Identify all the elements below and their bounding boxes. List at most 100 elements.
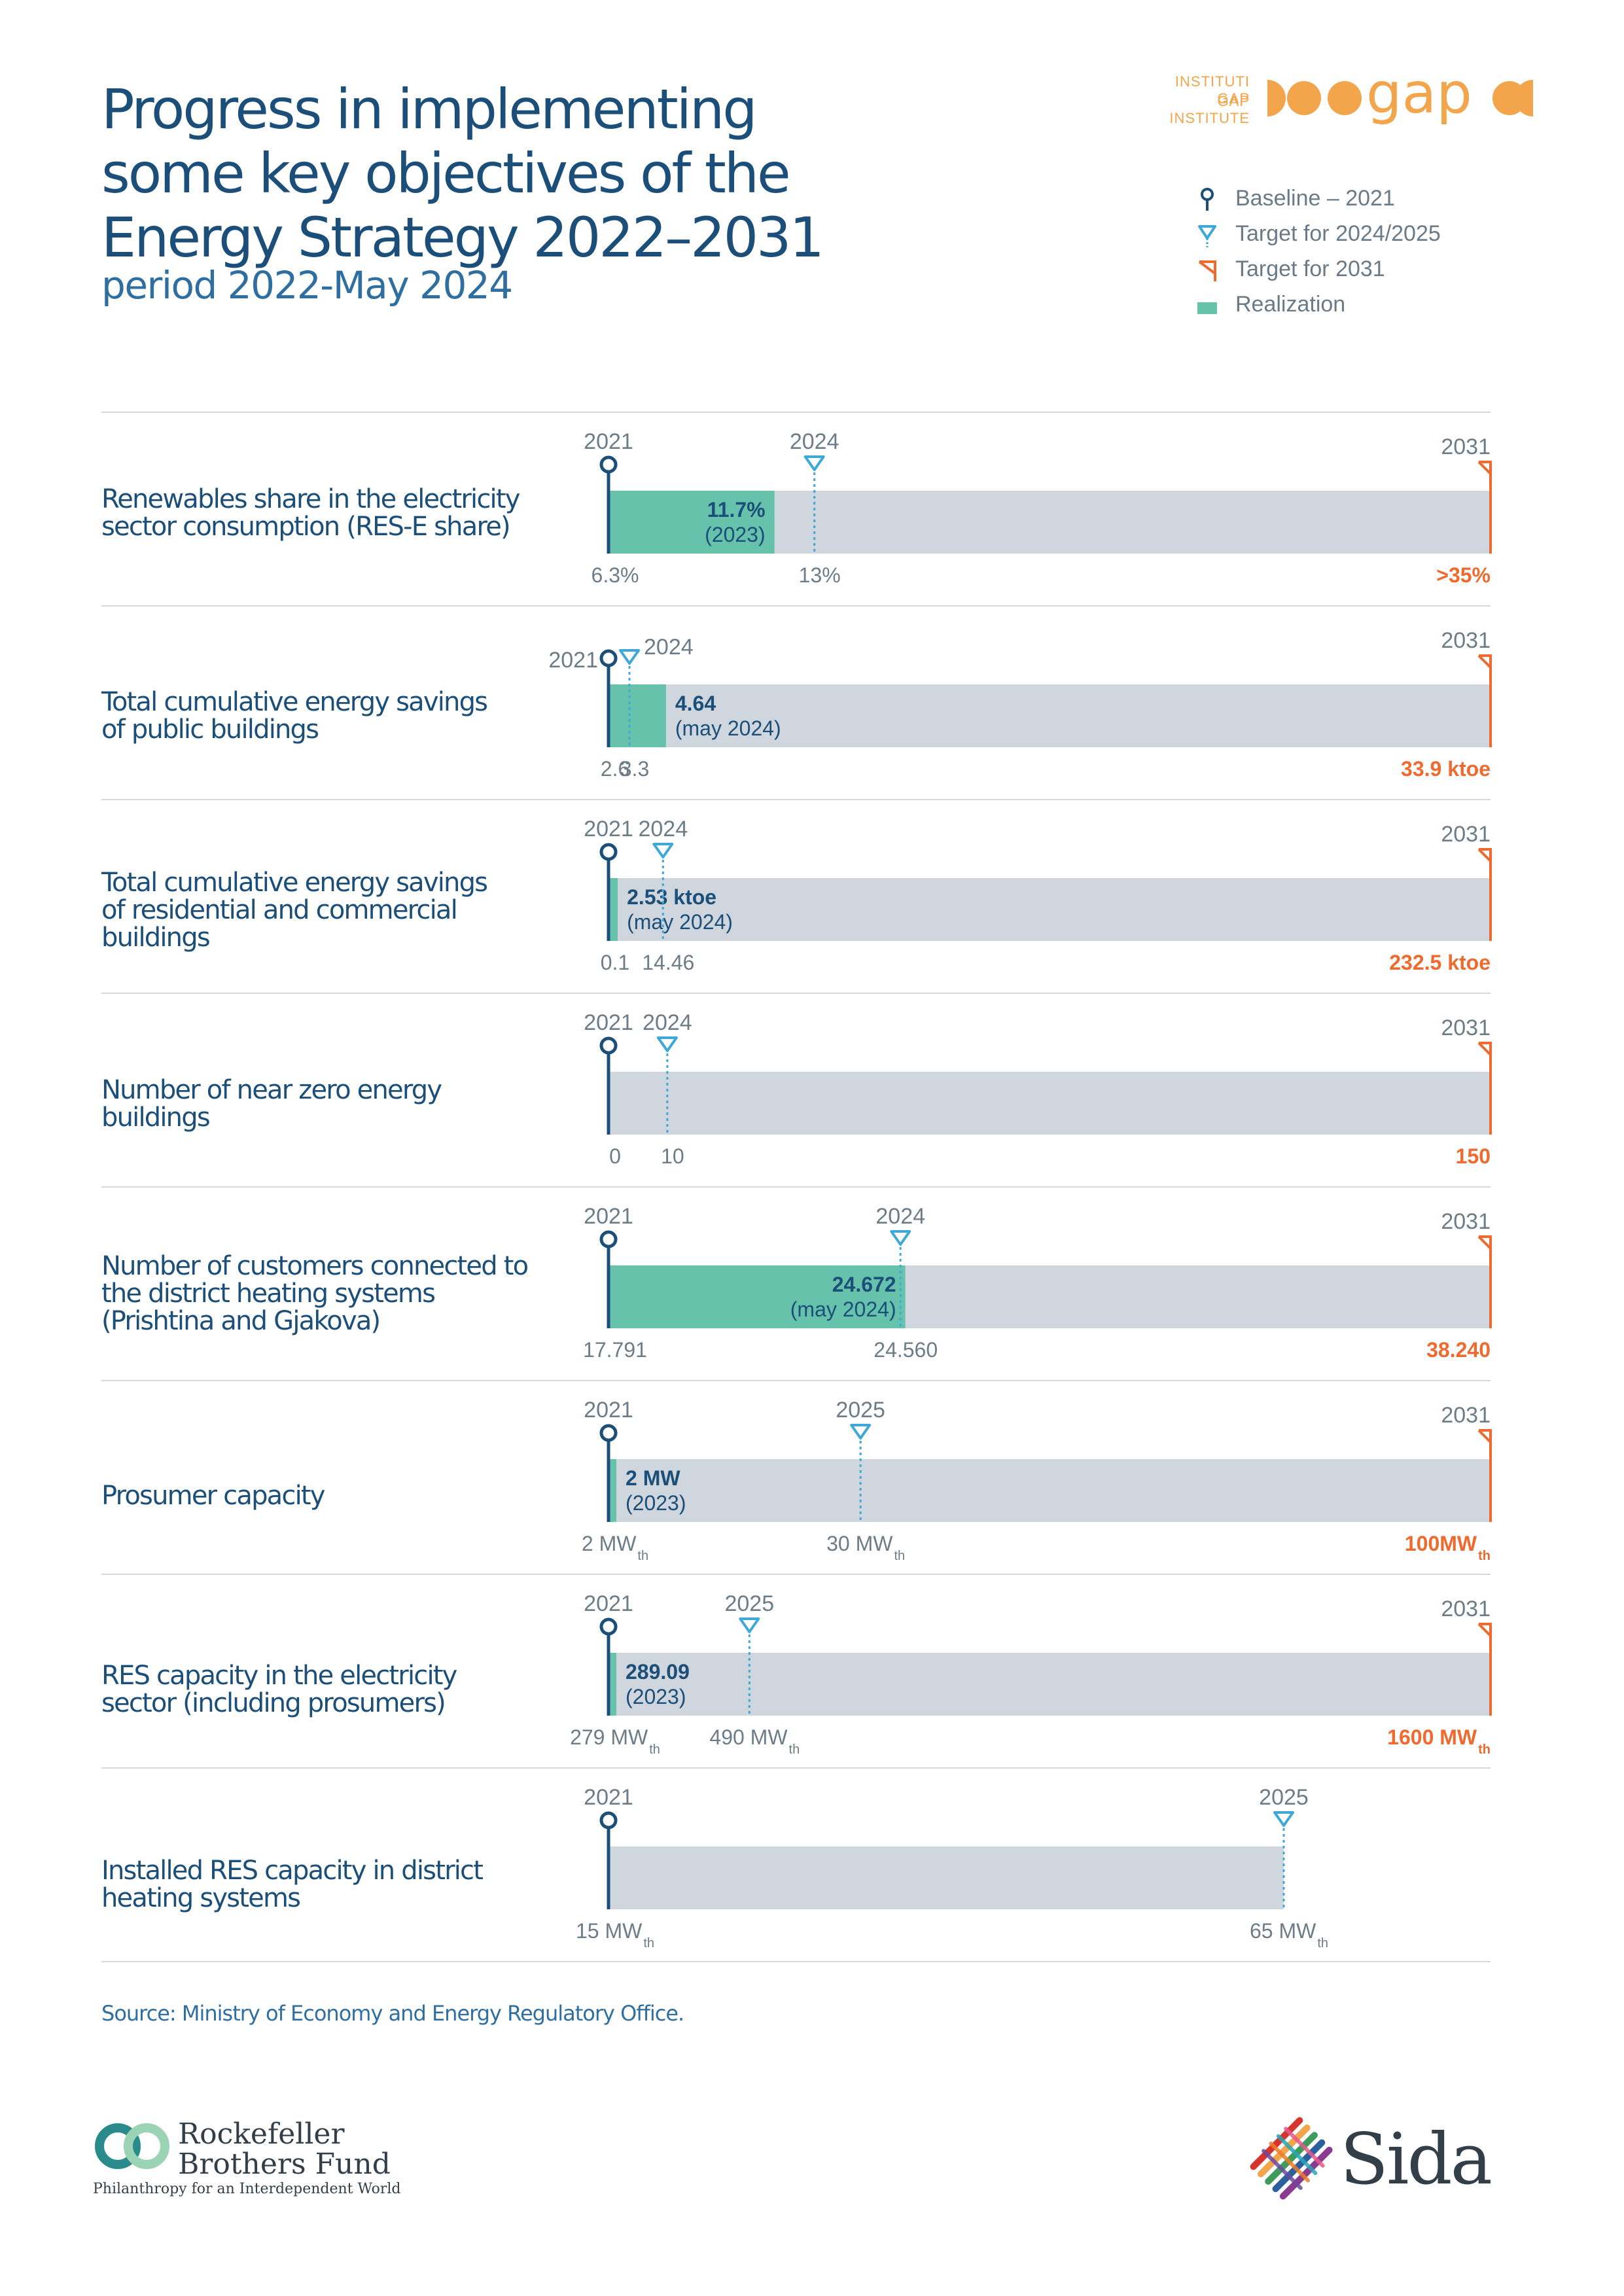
title-line: Energy Strategy 2022–2031 xyxy=(101,205,824,270)
final-target-line xyxy=(1479,1623,1492,1716)
mid-target-year: 2024 xyxy=(875,1204,925,1229)
logo-dot xyxy=(1328,81,1362,115)
mid-target-triangle-icon xyxy=(890,1230,911,1246)
final-target-year: 2031 xyxy=(1441,628,1491,653)
realization-value: 2.53 ktoe xyxy=(627,885,716,909)
row-label-line: Total cumulative energy savings xyxy=(101,687,488,717)
sida-wordmark: Sida xyxy=(1340,2119,1492,2200)
mid-target-value: 30 MWth xyxy=(826,1532,905,1563)
final-target-line xyxy=(1479,1042,1492,1135)
baseline-value: 2 MWth xyxy=(582,1532,648,1563)
baseline-pin-icon xyxy=(599,1617,618,1636)
baseline-value: 0.1 xyxy=(601,951,629,974)
mid-target-triangle-icon xyxy=(652,843,674,858)
final-target-value: 150 xyxy=(1456,1144,1491,1168)
row-label-line: RES capacity in the electricity xyxy=(101,1661,457,1691)
mid-target-value: 10 xyxy=(661,1144,684,1168)
row-label: Total cumulative energy savings of resid… xyxy=(101,869,488,953)
baseline-value: 279 MWth xyxy=(570,1725,660,1757)
realization-note: (2023) xyxy=(626,1685,686,1708)
target-bar xyxy=(609,1072,1491,1135)
realization-bar xyxy=(609,491,775,554)
baseline-year: 2021 xyxy=(584,1398,633,1422)
final-target-line xyxy=(1479,848,1492,941)
final-target-line xyxy=(1479,654,1492,747)
realization-value: 2 MW xyxy=(626,1466,680,1490)
mid-target-value: 490 MWth xyxy=(709,1725,800,1757)
rbf-logo-icon xyxy=(95,2123,169,2169)
realization-note: (may 2024) xyxy=(675,716,781,740)
baseline-year: 2021 xyxy=(584,1785,633,1810)
row-label-line: sector (including prosumers) xyxy=(101,1688,446,1718)
mid-target-year: 2024 xyxy=(643,1010,692,1035)
realization-value: 289.09 xyxy=(626,1660,690,1684)
row-label-line: heating systems xyxy=(101,1883,301,1913)
target-bar xyxy=(609,1653,1491,1716)
rbf-tagline: Philanthropy for an Interdependent World xyxy=(93,2181,401,2197)
mid-target-value: 65 MWth xyxy=(1250,1919,1328,1951)
final-target-flag-icon xyxy=(1477,1623,1492,1637)
mid-target-year: 2025 xyxy=(1259,1785,1309,1810)
final-target-line xyxy=(1479,1235,1492,1328)
baseline-pin-icon xyxy=(599,455,618,474)
row-label: Number of near zero energy buildings xyxy=(101,1075,442,1133)
row-label-line: Number of customers connected to xyxy=(101,1251,529,1281)
final-target-flag-icon xyxy=(1477,1042,1492,1056)
row-label: Total cumulative energy savings of publi… xyxy=(101,687,488,743)
rbf-name-line: Rockefeller xyxy=(178,2117,345,2151)
mid-target-triangle-icon xyxy=(739,1617,760,1633)
legend-label: Realization xyxy=(1235,292,1346,317)
realization-value: 11.7% xyxy=(707,498,766,521)
title-line: some key objectives of the xyxy=(101,141,791,205)
target-bar xyxy=(609,1459,1491,1522)
final-target-value: >35% xyxy=(1436,563,1491,587)
rbf-name-line: Brothers Fund xyxy=(178,2147,391,2181)
final-target-value: 38.240 xyxy=(1426,1338,1491,1362)
realization-note: (2023) xyxy=(705,523,766,546)
final-target-year: 2031 xyxy=(1441,1597,1491,1621)
row-label-line: buildings xyxy=(101,1103,211,1133)
realization-bar xyxy=(609,1459,616,1522)
row-label-line: buildings xyxy=(101,923,211,953)
final-target-flag-icon xyxy=(1477,848,1492,862)
final-target-flag-icon xyxy=(1477,654,1492,669)
realization-bar xyxy=(609,878,618,941)
realization-bar xyxy=(609,1653,616,1716)
mid-target-triangle-icon xyxy=(619,649,640,665)
page-subtitle: period 2022-May 2024 xyxy=(101,263,513,308)
triangle-down-icon xyxy=(1198,225,1216,247)
target-bar xyxy=(609,1846,1284,1909)
row-label-line: Number of near zero energy xyxy=(101,1075,442,1105)
row-label-line: the district heating systems xyxy=(101,1279,436,1309)
final-target-value: 33.9 ktoe xyxy=(1401,757,1491,781)
mid-target-year: 2024 xyxy=(644,635,694,660)
row-label-line: (Prishtina and Gjakova) xyxy=(101,1306,381,1336)
org-name-english: GAP INSTITUTE xyxy=(1169,93,1250,126)
row-label: Number of customers connected to the dis… xyxy=(101,1251,529,1336)
legend-label: Target for 2031 xyxy=(1235,256,1385,281)
legend-label: Target for 2024/2025 xyxy=(1235,221,1441,246)
final-target-year: 2031 xyxy=(1441,822,1491,847)
final-target-flag-icon xyxy=(1477,461,1492,475)
baseline-pin-icon xyxy=(599,1811,618,1829)
baseline-pin-icon xyxy=(599,1230,618,1248)
mid-target-year: 2025 xyxy=(836,1398,885,1422)
row-label: Prosumer capacity xyxy=(101,1482,325,1510)
final-target-value: 100MWth xyxy=(1405,1532,1491,1563)
row-label: Renewables share in the electricity sect… xyxy=(101,486,520,540)
final-target-year: 2031 xyxy=(1441,1016,1491,1040)
mid-target-triangle-icon xyxy=(850,1424,872,1439)
row-label: Installed RES capacity in district heati… xyxy=(101,1856,484,1913)
row-label-line: Installed RES capacity in district xyxy=(101,1856,484,1886)
baseline-value: 17.791 xyxy=(583,1338,647,1362)
source-note: Source: Ministry of Economy and Energy R… xyxy=(101,2001,684,2026)
mid-target-year: 2024 xyxy=(790,429,839,454)
baseline-value: 2.6 xyxy=(601,757,629,781)
baseline-year: 2021 xyxy=(548,648,598,673)
mid-target-year: 2025 xyxy=(724,1591,774,1616)
final-target-line xyxy=(1479,461,1492,554)
row-label-line: of residential and commercial xyxy=(101,895,458,925)
baseline-pin-icon xyxy=(1201,188,1214,211)
baseline-pin-icon xyxy=(599,1424,618,1442)
